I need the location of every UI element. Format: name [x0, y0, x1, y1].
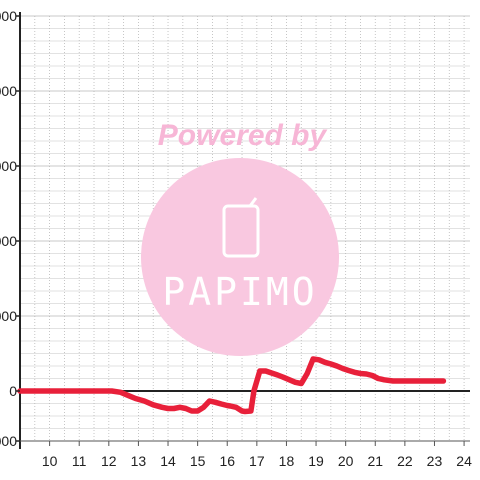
- x-tick-label: 11: [72, 453, 87, 469]
- mobile-phone-icon: [222, 197, 260, 258]
- x-tick-label: 15: [190, 453, 206, 469]
- x-tick-label: 10: [42, 453, 58, 469]
- y-tick-label: 0: [9, 383, 17, 399]
- x-tick-label: 20: [338, 453, 354, 469]
- watermark-logo-text: PAPIMO: [162, 270, 317, 314]
- x-tick-label: 13: [131, 453, 147, 469]
- series-line: [17, 356, 447, 415]
- x-tick-label: 14: [160, 453, 176, 469]
- x-tick-label: 17: [249, 453, 265, 469]
- x-tick-label: 21: [367, 453, 383, 469]
- x-tick-label: 18: [279, 453, 295, 469]
- x-tick-label: 19: [308, 453, 324, 469]
- powered-by-papimo-watermark: Powered by PAPIMO: [141, 119, 339, 356]
- y-tick-label: 90,000: [0, 158, 17, 174]
- y-tick-label: 120,000: [0, 83, 17, 99]
- x-tick-label: 24: [456, 453, 472, 469]
- tick-labels: 150,000 120,000 90,000 60,000 30,000 0 -20,000…: [0, 8, 472, 469]
- x-tick-label: 22: [397, 453, 413, 469]
- x-tick-label: 23: [427, 453, 443, 469]
- x-tick-label: 12: [101, 453, 117, 469]
- series-layer: [17, 356, 447, 415]
- x-tick-label: 16: [219, 453, 235, 469]
- y-tick-label: 60,000: [0, 233, 17, 249]
- y-tick-label: 30,000: [0, 308, 17, 324]
- y-tick-label: 150,000: [0, 8, 17, 24]
- y-tick-label: -20,000: [0, 433, 17, 449]
- watermark-powered-by-text: Powered by: [158, 119, 328, 152]
